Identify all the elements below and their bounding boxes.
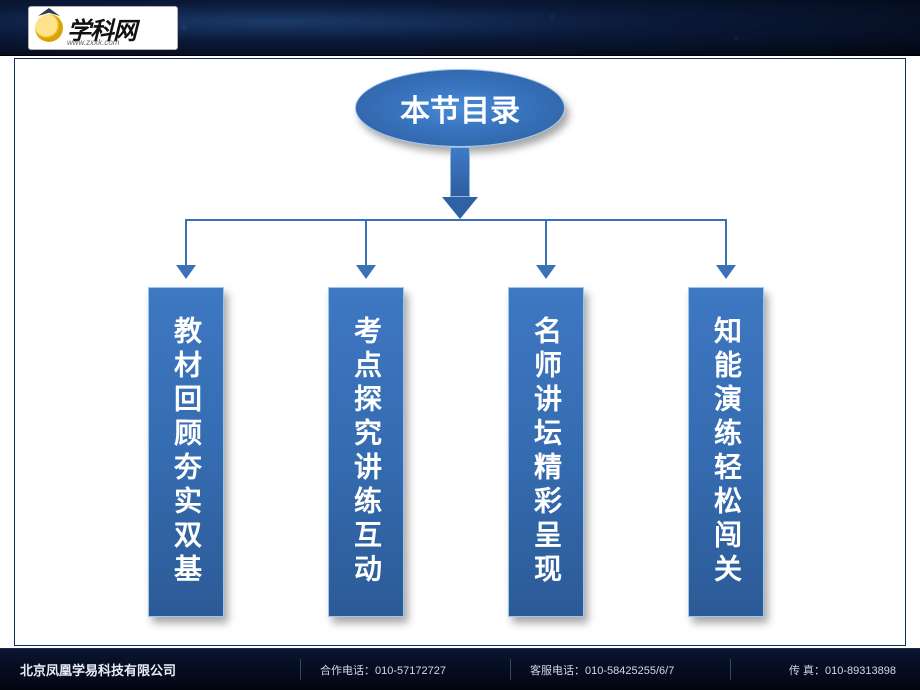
logo-brand: 学科网 — [67, 11, 136, 46]
branch-arrow-2 — [545, 219, 547, 267]
branch-arrow-1 — [365, 219, 367, 267]
header-bar: 学科网 www.zxxk.com — [0, 0, 920, 56]
column-0[interactable]: 教材回顾夯实双基 — [148, 287, 224, 617]
branch-arrow-3 — [725, 219, 727, 267]
phone1-value: 010-57172727 — [375, 665, 446, 677]
logo-domain: www.zxxk.com — [67, 38, 119, 47]
content-frame: 本节目录 教材回顾夯实双基 考点探究讲练互动 名师讲坛精彩呈现 知能演练轻松闯关 — [14, 58, 906, 646]
phone2-value: 010-58425255/6/7 — [585, 665, 674, 677]
arrow-shaft — [450, 147, 470, 197]
column-3[interactable]: 知能演练轻松闯关 — [688, 287, 764, 617]
slide: 学科网 www.zxxk.com 本节目录 教材回顾夯实双基 考点探究讲练互动 名师… — [0, 0, 920, 690]
footer-divider — [510, 659, 511, 680]
column-1[interactable]: 考点探究讲练互动 — [328, 287, 404, 617]
fax-label: 传 真： — [789, 665, 825, 677]
phone1-label: 合作电话： — [320, 665, 375, 677]
footer-phone1: 合作电话：010-57172727 — [320, 662, 446, 678]
title-ellipse: 本节目录 — [355, 69, 565, 147]
connector-line — [186, 219, 726, 221]
footer-company: 北京凤凰学易科技有限公司 — [20, 660, 176, 679]
title-text: 本节目录 — [400, 86, 520, 130]
footer-divider — [300, 659, 301, 680]
column-label-3: 知能演练轻松闯关 — [712, 316, 740, 588]
column-label-1: 考点探究讲练互动 — [352, 316, 380, 588]
column-label-0: 教材回顾夯实双基 — [172, 316, 200, 588]
owl-icon — [35, 14, 63, 42]
footer-phone2: 客服电话：010-58425255/6/7 — [530, 662, 674, 678]
logo: 学科网 www.zxxk.com — [28, 6, 178, 50]
footer-fax: 传 真：010-89313898 — [789, 662, 896, 678]
phone2-label: 客服电话： — [530, 665, 585, 677]
fax-value: 010-89313898 — [825, 665, 896, 677]
column-2[interactable]: 名师讲坛精彩呈现 — [508, 287, 584, 617]
footer-bar: 北京凤凰学易科技有限公司 合作电话：010-57172727 客服电话：010-… — [0, 648, 920, 690]
arrow-head — [442, 197, 478, 219]
main-down-arrow — [446, 147, 474, 217]
column-label-2: 名师讲坛精彩呈现 — [532, 316, 560, 588]
footer-divider — [730, 659, 731, 680]
branch-arrow-0 — [185, 219, 187, 267]
